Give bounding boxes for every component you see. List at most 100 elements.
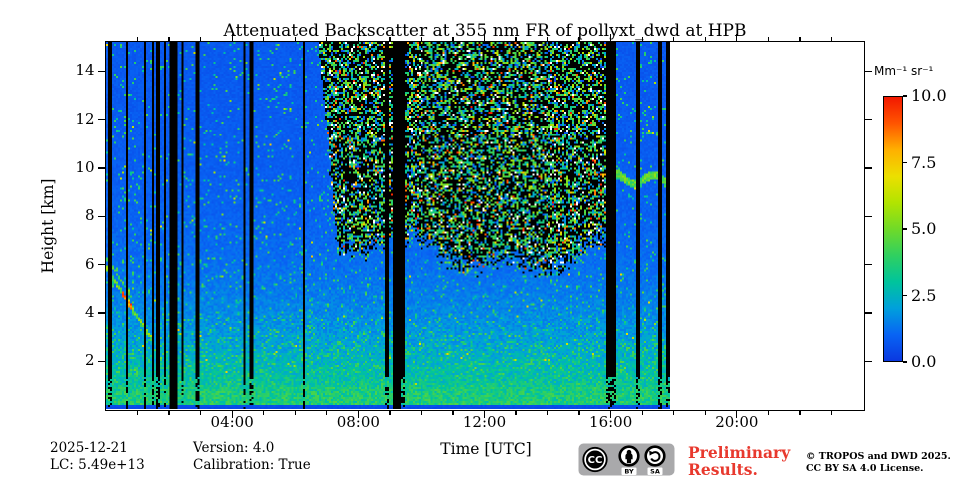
svg-text:BY: BY [624,468,634,476]
x-tick-label: 08:00 [336,412,380,431]
plot-area [105,41,865,411]
heatmap-canvas [106,42,863,409]
axis-tick [515,37,517,41]
axis-tick [199,37,202,41]
y-tick-label: 4 [84,302,95,321]
y-tick-label: 10 [75,158,95,177]
axis-tick [830,411,833,415]
axis-tick [515,411,517,415]
axis-tick [452,411,454,415]
axis-tick [673,37,675,41]
colorbar-tick-label: 0.0 [911,352,937,371]
axis-tick [483,34,486,41]
plot-title: Attenuated Backscatter at 355 nm FR of p… [223,21,747,41]
axis-tick [452,37,454,41]
axis-tick [736,34,738,41]
calibration-text: Calibration: True [193,456,311,473]
svg-text:SA: SA [650,468,660,476]
axis-tick [97,312,105,314]
axis-tick [294,411,296,415]
axis-tick [799,37,801,41]
date-text: 2025-12-21 [50,440,128,456]
axis-tick [864,312,872,314]
y-tick-label: 2 [84,351,95,370]
axis-tick [199,411,202,415]
copyright-note: © TROPOS and DWD 2025. CC BY SA 4.0 Lice… [806,451,951,474]
footer-version-block: Version: 4.0 Calibration: True [193,440,311,473]
colorbar-tick [903,361,907,363]
axis-tick [97,167,105,169]
axis-tick [673,411,675,415]
colorbar-tick-label: 10.0 [911,86,947,105]
axis-tick [864,167,872,169]
axis-tick [483,411,486,418]
axis-tick [830,37,833,41]
colorbar-tick-label: 7.5 [911,152,937,172]
x-tick-label: 16:00 [589,412,633,431]
axis-tick [263,37,265,41]
colorbar-tick [903,228,907,230]
axis-tick [294,37,296,41]
axis-tick [736,411,738,418]
colorbar-gradient [884,97,902,361]
axis-tick [704,411,706,415]
axis-tick [546,37,549,41]
axis-tick [578,37,580,41]
axis-tick [231,34,233,41]
axis-tick [610,34,612,41]
axis-tick [326,411,328,415]
x-tick-label: 12:00 [462,412,507,431]
y-tick-label: 14 [75,61,95,80]
colorbar-tick [903,95,907,97]
axis-tick [97,263,105,266]
x-axis-label: Time [UTC] [440,440,532,458]
axis-tick [357,34,359,41]
axis-tick [864,119,872,121]
axis-tick [97,119,105,121]
by-icon: BY [618,445,640,476]
y-tick-label: 6 [84,254,95,273]
axis-tick [389,37,391,41]
axis-tick [420,37,423,41]
colorbar-tick [903,294,907,297]
cc-icon: CC [582,446,608,473]
axis-tick [97,70,105,73]
axis-tick [864,360,872,362]
axis-tick [641,411,643,415]
axis-tick [767,37,770,41]
cc-by-sa-license-badge[interactable]: CC BY SA [578,443,675,476]
axis-tick [767,411,770,415]
axis-tick [357,411,359,418]
y-tick-label: 12 [75,109,95,128]
svg-text:CC: CC [588,455,603,466]
preliminary-results-note: Preliminary Results. [688,443,791,479]
axis-tick [389,411,391,415]
axis-tick [326,37,328,41]
y-tick-label: 8 [84,206,95,225]
colorbar-tick-label: 2.5 [911,285,937,305]
axis-tick [610,411,612,418]
axis-tick [136,37,139,41]
axis-tick [864,70,872,73]
axis-tick [864,263,872,266]
axis-tick [97,360,105,362]
axis-tick [799,411,801,415]
axis-tick [420,411,423,415]
sa-icon: SA [644,445,666,476]
version-text: Version: 4.0 [193,440,275,456]
axis-tick [704,37,706,41]
lidar-constant-text: LC: 5.49e+13 [50,456,145,473]
axis-tick [231,411,233,418]
axis-tick [578,411,580,415]
colorbar-tick [903,161,907,164]
axis-tick [864,215,872,217]
axis-tick [97,215,105,217]
axis-tick [546,411,549,415]
axis-tick [168,411,170,415]
x-tick-label: 04:00 [210,412,254,431]
colorbar-tick-label: 5.0 [911,219,937,238]
colorbar [883,96,903,362]
axis-tick [168,37,170,41]
axis-tick [263,411,265,415]
